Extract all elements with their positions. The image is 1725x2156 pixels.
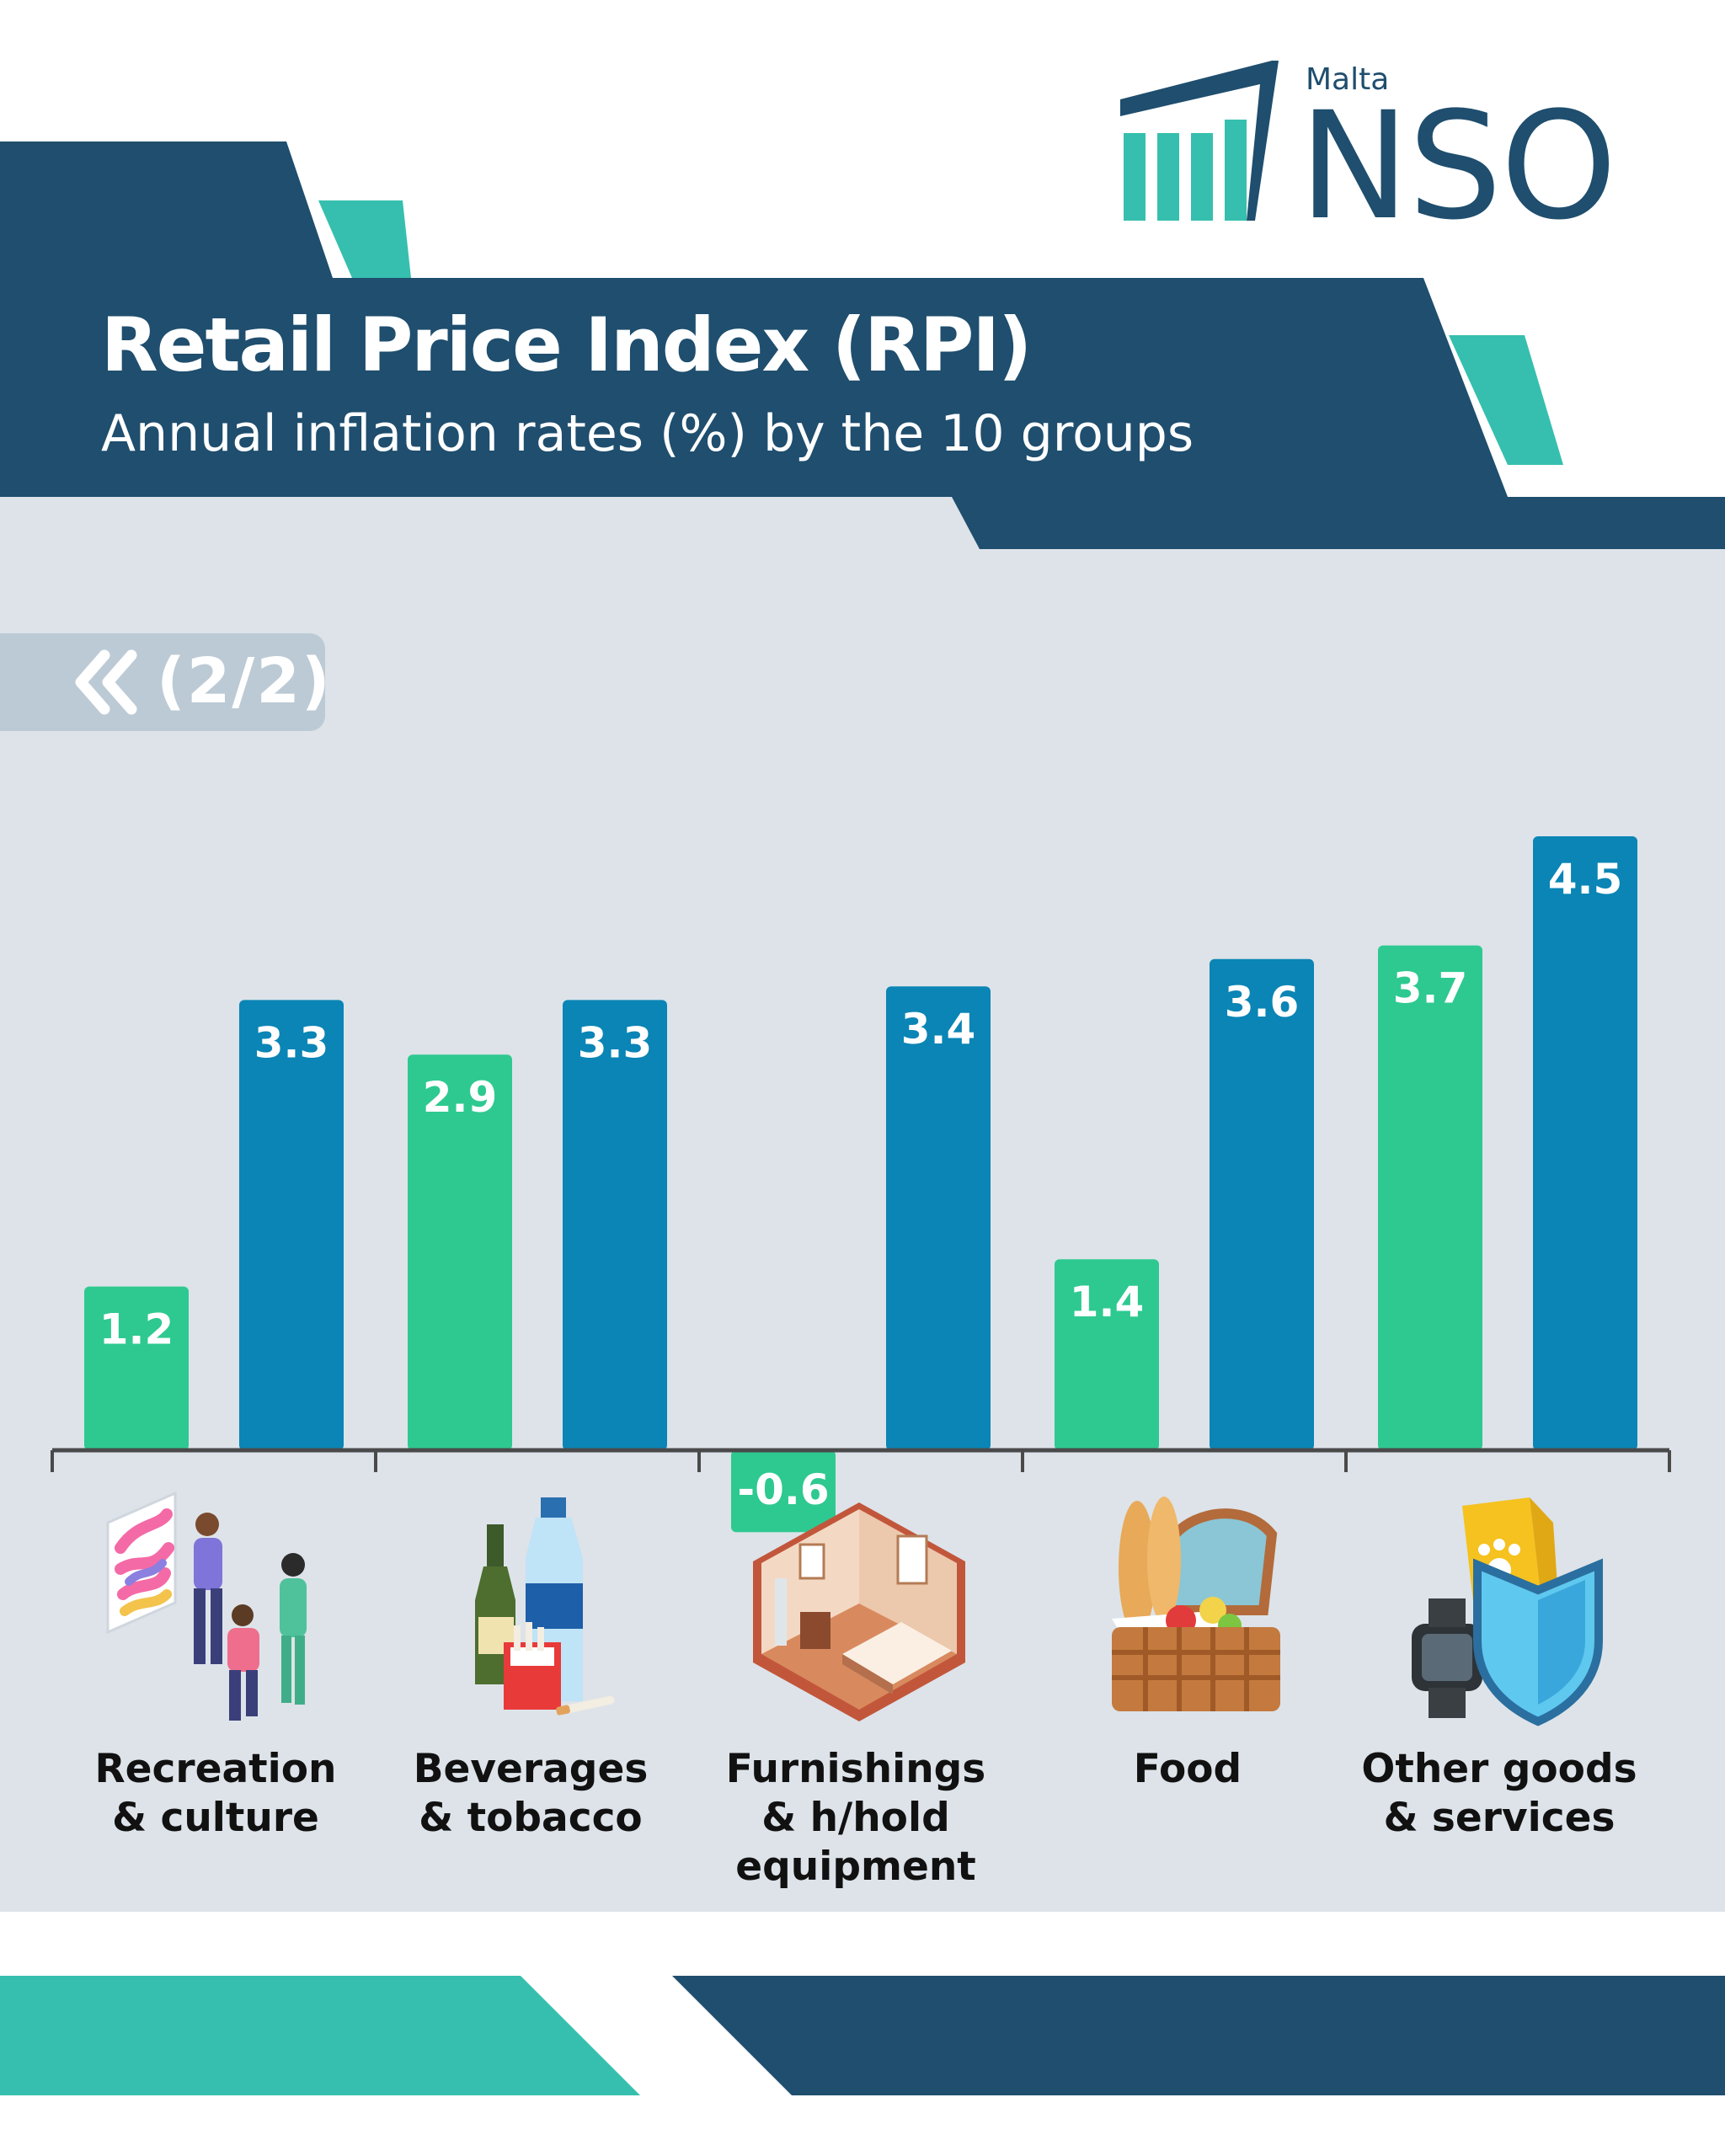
nso-logo-icon (1120, 61, 1279, 221)
category-label-beverages: Beverages & tobacco (413, 1746, 649, 1841)
logo-acronym: NSO (1299, 80, 1617, 253)
data-label-furnishings-series-1: -0.6 (737, 1465, 829, 1514)
bar-food-series-1 (1055, 1259, 1159, 1450)
data-label-recreation-series-1: 1.2 (99, 1305, 174, 1354)
data-label-furnishings-series-2: 3.4 (901, 1005, 976, 1054)
bar-food-series-2 (1210, 958, 1314, 1450)
bar-furnishings-series-2 (886, 986, 991, 1450)
footer-teal-band (0, 1976, 640, 2095)
data-label-recreation-series-2: 3.3 (254, 1018, 329, 1067)
bars-layer: 1.2 3.3 2.9 3.3 -0.6 3.4 1.4 3.6 3.7 4.5 (84, 836, 1637, 1533)
data-label-other-series-2: 4.5 (1548, 855, 1623, 904)
x-axis-ticks (51, 1450, 1671, 1472)
pet-watch-shield-icon (1412, 1497, 1603, 1726)
data-label-food-series-1: 1.4 (1070, 1278, 1145, 1326)
page-subtitle: Annual inflation rates (%) by the 10 gro… (101, 404, 1194, 463)
double-chevron-left-icon (75, 649, 137, 715)
bar-beverages-series-2 (563, 1000, 667, 1450)
category-label-recreation: Recreation & culture (94, 1746, 337, 1841)
nso-logo: Malta NSO (1120, 59, 1626, 241)
recreation-people-icon (106, 1491, 307, 1721)
category-label-food: Food (1133, 1746, 1242, 1792)
bottles-cigarettes-icon (475, 1497, 615, 1716)
teal-accent-right (1449, 335, 1563, 465)
footer-navy-band (672, 1976, 1725, 2095)
data-label-other-series-1: 3.7 (1393, 964, 1468, 1013)
header-band (0, 141, 1508, 497)
bar-furnishings-series-1 (731, 1450, 836, 1533)
bar-other-series-1 (1378, 945, 1482, 1450)
data-label-food-series-2: 3.6 (1225, 978, 1300, 1027)
category-label-other: Other goods & services (1361, 1746, 1637, 1841)
bar-other-series-2 (1533, 836, 1637, 1450)
picnic-basket-icon (1112, 1497, 1280, 1711)
header-band-tail (952, 497, 1725, 549)
pager-badge[interactable]: (2/2) (0, 633, 330, 731)
pager-label: (2/2) (157, 645, 332, 718)
bedroom-furniture-icon (753, 1502, 965, 1721)
bar-recreation-series-2 (239, 1000, 344, 1450)
teal-accent-top-left (318, 200, 411, 278)
page-title: Retail Price Index (RPI) (101, 302, 1032, 388)
data-label-beverages-series-2: 3.3 (578, 1018, 653, 1067)
data-label-beverages-series-1: 2.9 (423, 1073, 498, 1122)
category-label-furnishings: Furnishings & h/hold equipment (725, 1746, 986, 1890)
bar-recreation-series-1 (84, 1286, 189, 1450)
logo-country: Malta (1306, 62, 1390, 97)
bar-beverages-series-1 (408, 1054, 512, 1450)
